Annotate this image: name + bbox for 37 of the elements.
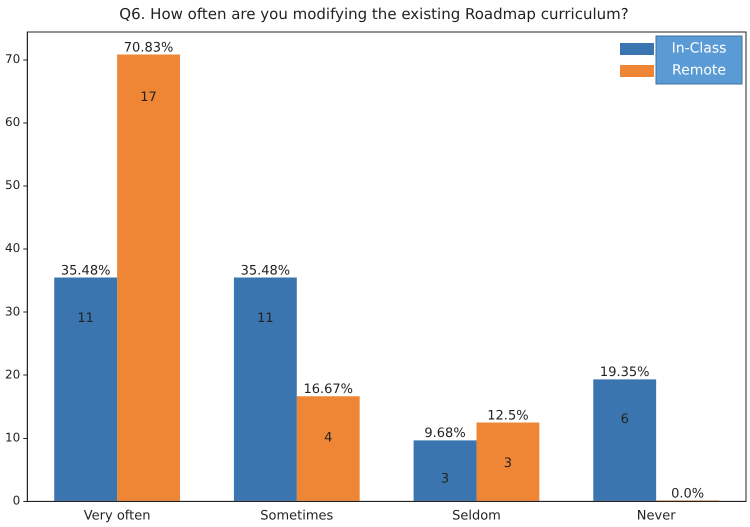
legend-label: Remote [672,62,726,79]
annotation: 3 [504,456,512,471]
data-label: 35.48% [60,263,110,278]
chart-title: Q6. How often are you modifying the existing Roadmap curriculum? [119,4,629,23]
data-label: 19.35% [600,365,650,380]
data-label: 16.67% [303,382,354,398]
y-tick-label: 30 [4,304,20,318]
y-tick-label: 40 [4,241,20,256]
annotation: 11 [257,310,274,326]
y-tick-label: 50 [4,178,20,192]
annotation: 6 [620,412,629,427]
bar [54,278,118,501]
data-label: 12.5% [487,408,529,424]
annotation: 3 [440,472,450,487]
bar [296,396,360,501]
bar [234,278,297,501]
bar [593,379,656,501]
bar [414,440,476,501]
x-tick-label: Seldom [452,508,501,524]
legend-label: In-Class [672,40,726,57]
data-label: 0.0% [671,486,704,502]
y-tick-label: 70 [4,52,20,66]
annotation: 4 [324,430,332,446]
x-tick-label: Very often [84,508,150,524]
annotation: 11 [77,310,94,326]
x-tick-label: Never [636,508,676,524]
bar [476,422,540,501]
bar [117,54,180,501]
data-label: 35.48% [240,263,290,278]
annotation: 17 [140,90,157,105]
data-label: 70.83% [124,40,174,56]
y-tick-label: 20 [4,367,20,382]
data-label: 9.68% [424,426,466,442]
y-tick-label: 60 [4,114,20,129]
y-tick-label: 10 [4,430,20,444]
x-tick-label: Sometimes [260,508,334,524]
y-tick-label: 0 [12,494,20,508]
